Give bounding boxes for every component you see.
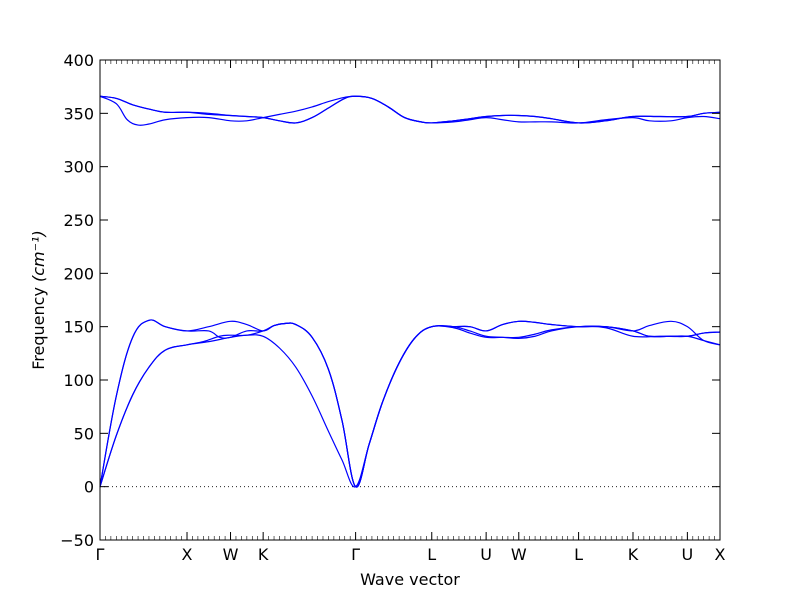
x-tick-label: K	[258, 545, 269, 564]
x-tick-label: Γ	[351, 545, 360, 564]
x-tick-label: L	[574, 545, 583, 564]
x-tick-label: X	[715, 545, 726, 564]
y-tick-label: 100	[63, 371, 94, 390]
y-tick-label: 50	[74, 424, 94, 443]
y-tick-label: 300	[63, 158, 94, 177]
y-axis-label: Frequency (cm⁻¹)	[29, 230, 48, 369]
y-axis-ticks: −50 0 50 100 150 200 250 300 350 400	[60, 51, 720, 550]
y-tick-label: −50	[60, 531, 94, 550]
x-axis-label: Wave vector	[360, 570, 460, 589]
y-tick-label: 0	[84, 478, 94, 497]
y-tick-label: 150	[63, 318, 94, 337]
x-tick-label: W	[223, 545, 239, 564]
phonon-branch-4	[99, 319, 721, 488]
phonon-branch-7	[99, 95, 721, 124]
x-tick-label: K	[628, 545, 639, 564]
x-tick-label: U	[682, 545, 694, 564]
y-axis-label-text: Frequency	[29, 287, 48, 370]
plot-frame	[99, 59, 721, 541]
x-tick-label: Γ	[96, 545, 105, 564]
y-axis-unit: (cm⁻¹)	[29, 230, 48, 282]
x-tick-label: W	[511, 545, 527, 564]
y-tick-label: 250	[63, 211, 94, 230]
x-tick-label: L	[427, 545, 436, 564]
x-minor-ticks	[99, 60, 721, 540]
y-tick-label: 200	[63, 264, 94, 283]
x-tick-label: U	[480, 545, 492, 564]
x-tick-label: X	[182, 545, 193, 564]
y-tick-label: 400	[63, 51, 94, 70]
series-group	[99, 95, 721, 488]
y-tick-label: 350	[63, 104, 94, 123]
